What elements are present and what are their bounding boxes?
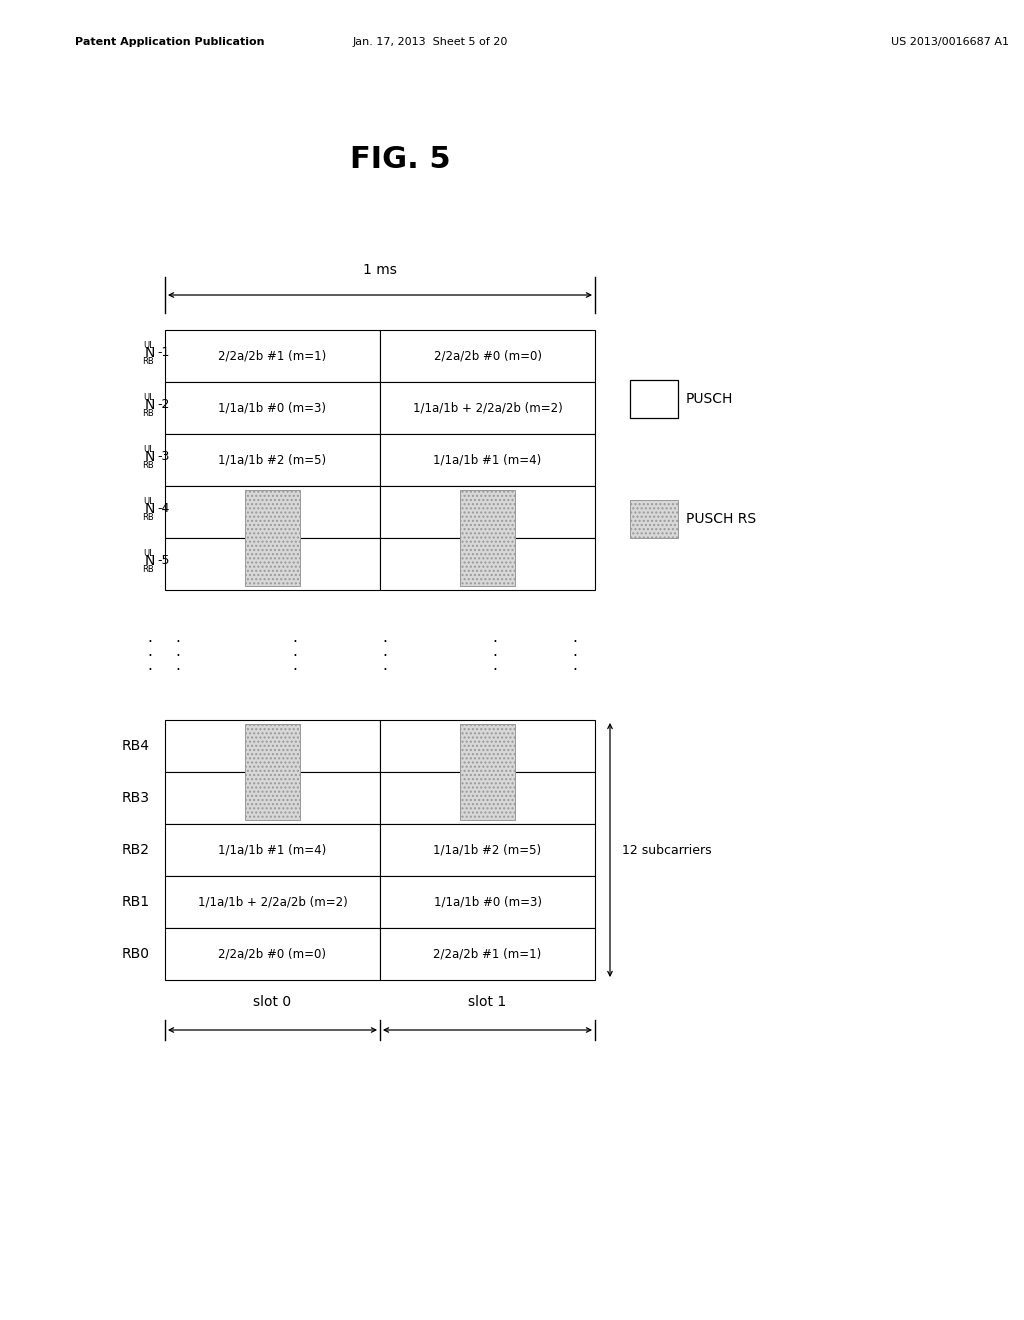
Text: 2/2a/2b #0 (m=0): 2/2a/2b #0 (m=0) (433, 350, 542, 363)
Text: ·: · (147, 663, 153, 677)
Text: UL: UL (143, 549, 154, 557)
Text: ·: · (175, 648, 180, 664)
Text: N: N (144, 554, 155, 568)
Text: ·: · (293, 635, 297, 649)
Text: RB: RB (142, 408, 154, 417)
Bar (380, 381, 595, 434)
Text: 1/1a/1b #2 (m=5): 1/1a/1b #2 (m=5) (218, 454, 327, 466)
Text: RB: RB (142, 512, 154, 521)
Text: -5: -5 (157, 554, 170, 568)
Text: ·: · (383, 648, 387, 664)
Text: ·: · (572, 635, 578, 649)
Text: ·: · (175, 663, 180, 677)
Text: Jan. 17, 2013  Sheet 5 of 20: Jan. 17, 2013 Sheet 5 of 20 (352, 37, 508, 48)
Text: 1/1a/1b #0 (m=3): 1/1a/1b #0 (m=3) (433, 895, 542, 908)
Bar (165, 719, 380, 772)
Text: Patent Application Publication: Patent Application Publication (75, 37, 264, 48)
Text: 2/2a/2b #1 (m=1): 2/2a/2b #1 (m=1) (433, 948, 542, 961)
Bar (165, 876, 380, 928)
Text: ·: · (493, 635, 498, 649)
Bar (165, 486, 380, 539)
Bar (380, 824, 595, 876)
Text: ·: · (572, 663, 578, 677)
Bar (380, 330, 595, 381)
Text: 1/1a/1b #1 (m=4): 1/1a/1b #1 (m=4) (218, 843, 327, 857)
Text: ·: · (293, 648, 297, 664)
Bar (380, 539, 595, 590)
Text: -2: -2 (157, 399, 169, 412)
Bar (165, 434, 380, 486)
Bar (630, 500, 678, 539)
Text: PUSCH: PUSCH (686, 392, 733, 407)
Text: ·: · (147, 635, 153, 649)
Bar (165, 381, 380, 434)
Text: RB: RB (142, 565, 154, 573)
Bar (165, 330, 380, 381)
Text: N: N (144, 399, 155, 412)
Text: 1/1a/1b + 2/2a/2b (m=2): 1/1a/1b + 2/2a/2b (m=2) (198, 895, 347, 908)
Text: 1/1a/1b #2 (m=5): 1/1a/1b #2 (m=5) (433, 843, 542, 857)
Text: UL: UL (143, 341, 154, 350)
Text: -4: -4 (157, 503, 169, 516)
Text: RB: RB (142, 356, 154, 366)
Text: RB2: RB2 (122, 843, 150, 857)
Text: N: N (144, 502, 155, 516)
Text: UL: UL (143, 392, 154, 401)
Text: 12 subcarriers: 12 subcarriers (622, 843, 712, 857)
Text: 1 ms: 1 ms (364, 263, 397, 277)
Bar (165, 824, 380, 876)
Bar (380, 434, 595, 486)
Bar (380, 928, 595, 979)
Text: 1/1a/1b #0 (m=3): 1/1a/1b #0 (m=3) (218, 401, 327, 414)
Text: RB3: RB3 (122, 791, 150, 805)
Text: N: N (144, 450, 155, 465)
Text: slot 0: slot 0 (253, 995, 292, 1008)
Text: N: N (144, 346, 155, 360)
Bar (165, 772, 380, 824)
Text: ·: · (572, 648, 578, 664)
Bar (165, 928, 380, 979)
Text: 1/1a/1b + 2/2a/2b (m=2): 1/1a/1b + 2/2a/2b (m=2) (413, 401, 562, 414)
Text: FIG. 5: FIG. 5 (349, 145, 451, 174)
Bar (380, 486, 595, 539)
Bar (380, 719, 595, 772)
Text: ·: · (493, 663, 498, 677)
Text: UL: UL (143, 445, 154, 454)
Text: ·: · (147, 648, 153, 664)
Text: 2/2a/2b #0 (m=0): 2/2a/2b #0 (m=0) (218, 948, 327, 961)
Text: ·: · (383, 663, 387, 677)
Bar (460, 490, 515, 586)
Bar (630, 380, 678, 418)
Text: RB1: RB1 (122, 895, 150, 909)
Text: -3: -3 (157, 450, 169, 463)
Bar (245, 490, 300, 586)
Text: RB0: RB0 (122, 946, 150, 961)
Text: PUSCH RS: PUSCH RS (686, 512, 756, 525)
Text: 1/1a/1b #1 (m=4): 1/1a/1b #1 (m=4) (433, 454, 542, 466)
Text: -1: -1 (157, 346, 169, 359)
Text: 2/2a/2b #1 (m=1): 2/2a/2b #1 (m=1) (218, 350, 327, 363)
Bar (460, 723, 515, 820)
Bar (380, 772, 595, 824)
Text: ·: · (383, 635, 387, 649)
Text: ·: · (293, 663, 297, 677)
Text: ·: · (175, 635, 180, 649)
Text: slot 1: slot 1 (468, 995, 507, 1008)
Bar (165, 539, 380, 590)
Bar (245, 723, 300, 820)
Bar (380, 876, 595, 928)
Text: RB: RB (142, 461, 154, 470)
Text: UL: UL (143, 496, 154, 506)
Text: US 2013/0016687 A1: US 2013/0016687 A1 (891, 37, 1009, 48)
Text: RB4: RB4 (122, 739, 150, 752)
Text: ·: · (493, 648, 498, 664)
